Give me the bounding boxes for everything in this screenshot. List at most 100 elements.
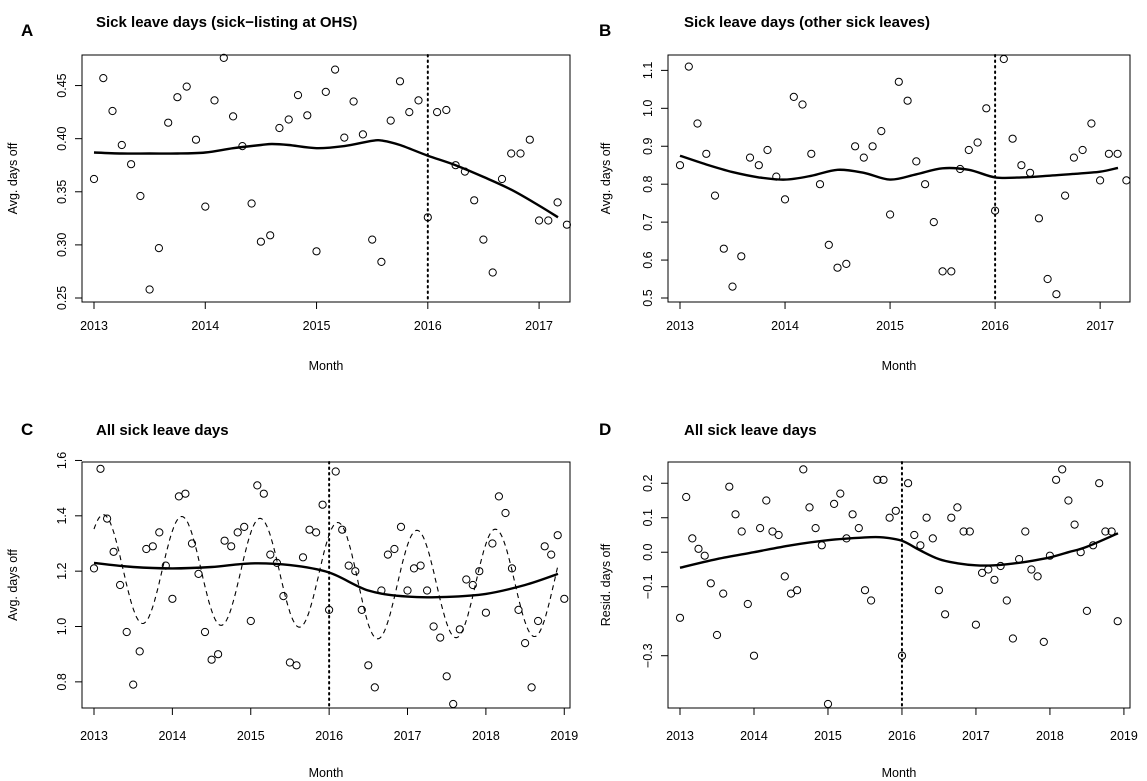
data-point [108,106,117,116]
data-point [1089,541,1098,550]
data-point [191,135,201,144]
y-tick-label: 1.1 [641,62,655,79]
data-point [725,482,734,491]
data-point [780,195,790,204]
data-point [1043,274,1052,284]
data-point [161,561,170,570]
data-point [416,561,425,570]
data-point [247,199,256,208]
x-tick-label: 2019 [1110,729,1138,743]
y-tick-label: 0.35 [55,180,69,204]
data-point [233,528,242,537]
data-point [423,213,432,222]
data-point [168,594,177,603]
data-point [817,541,826,550]
data-point [971,620,981,629]
data-point [1058,465,1067,474]
data-point [854,524,863,533]
data-point [145,285,154,294]
x-axis-label: Month [309,766,344,780]
plot-frame [667,461,1131,709]
plot-d: 2013 2014 2015 2016 2017 2018 2019 −0.3 −0.1 0.0 0… [599,461,1138,780]
x-tick-label: 2014 [158,729,186,743]
data-point [928,534,937,543]
data-point [910,530,919,540]
data-point [488,268,497,277]
data-point [136,191,145,201]
data-point [109,547,118,556]
data-point [842,534,851,543]
data-point [873,475,882,484]
y-tick-label: 0.6 [641,251,655,268]
plot-a: 2013 2014 2015 2016 2017 0.25 0.30 0.35 0.40 0.45… [6,53,572,373]
data-point [240,522,249,532]
data-point [848,510,857,519]
data-point [941,610,950,619]
data-point [383,550,392,559]
data-point [525,135,534,144]
data-point [368,235,377,244]
data-point [187,539,197,548]
plot-areas: 2013 2014 2015 2016 2017 0.25 0.30 0.35 0.40 0.45… [6,53,1138,780]
data-point [1082,606,1092,616]
data-point [154,244,163,253]
data-point [238,142,247,151]
panel-b: B Sick leave days (other sick leaves) [599,14,930,40]
data-point [460,167,469,176]
y-tick-label: 0.1 [641,509,655,526]
data-point [259,489,268,498]
data-point [488,539,497,548]
data-point [1078,145,1087,155]
data-point [743,599,752,609]
data-point [965,527,974,536]
plot-c: 2013 2014 2015 2016 2017 2018 2019 0.8 1.0 1.2 1.4… [6,452,578,780]
data-point [978,568,987,578]
x-tick-label: 2013 [666,319,694,333]
data-point [298,553,308,562]
data-point [879,475,888,484]
data-point [934,586,944,595]
data-point [737,527,746,536]
x-tick-label: 2014 [191,319,219,333]
data-point [364,661,373,670]
x-tick-label: 2018 [472,729,500,743]
data-point [148,542,157,551]
seasonal-curve [93,514,559,640]
panel-d: D All sick leave days [599,420,817,439]
data-point [423,586,432,595]
data-point [96,464,105,473]
data-point [340,133,349,142]
data-point [756,524,765,533]
data-point [1101,527,1110,536]
data-point [377,586,386,595]
x-tick-label: 2017 [525,319,553,333]
data-point [1008,634,1018,643]
data-point [429,622,438,631]
data-point [793,586,802,595]
data-point [789,92,798,102]
data-point [455,625,464,634]
data-point [903,96,912,105]
data-point [912,157,921,166]
x-tick-label: 2016 [981,319,1009,333]
y-tick-label: 1.0 [55,618,69,635]
data-point [318,500,327,509]
data-point [807,149,816,158]
x-tick-label: 2016 [315,729,343,743]
data-point [1122,176,1131,185]
data-point [395,77,405,86]
data-point [386,116,395,125]
data-point [534,616,543,626]
data-point [409,564,419,573]
trend-line [93,561,559,599]
data-point [1027,565,1036,574]
y-tick-label: 0.2 [641,475,655,492]
data-point [1069,153,1079,162]
x-tick-label: 2016 [414,319,442,333]
data-point [745,153,755,162]
data-point [501,508,510,518]
x-tick-label: 2019 [550,729,578,743]
data-point [947,513,956,522]
data-point [1002,596,1011,605]
data-point [702,149,711,158]
